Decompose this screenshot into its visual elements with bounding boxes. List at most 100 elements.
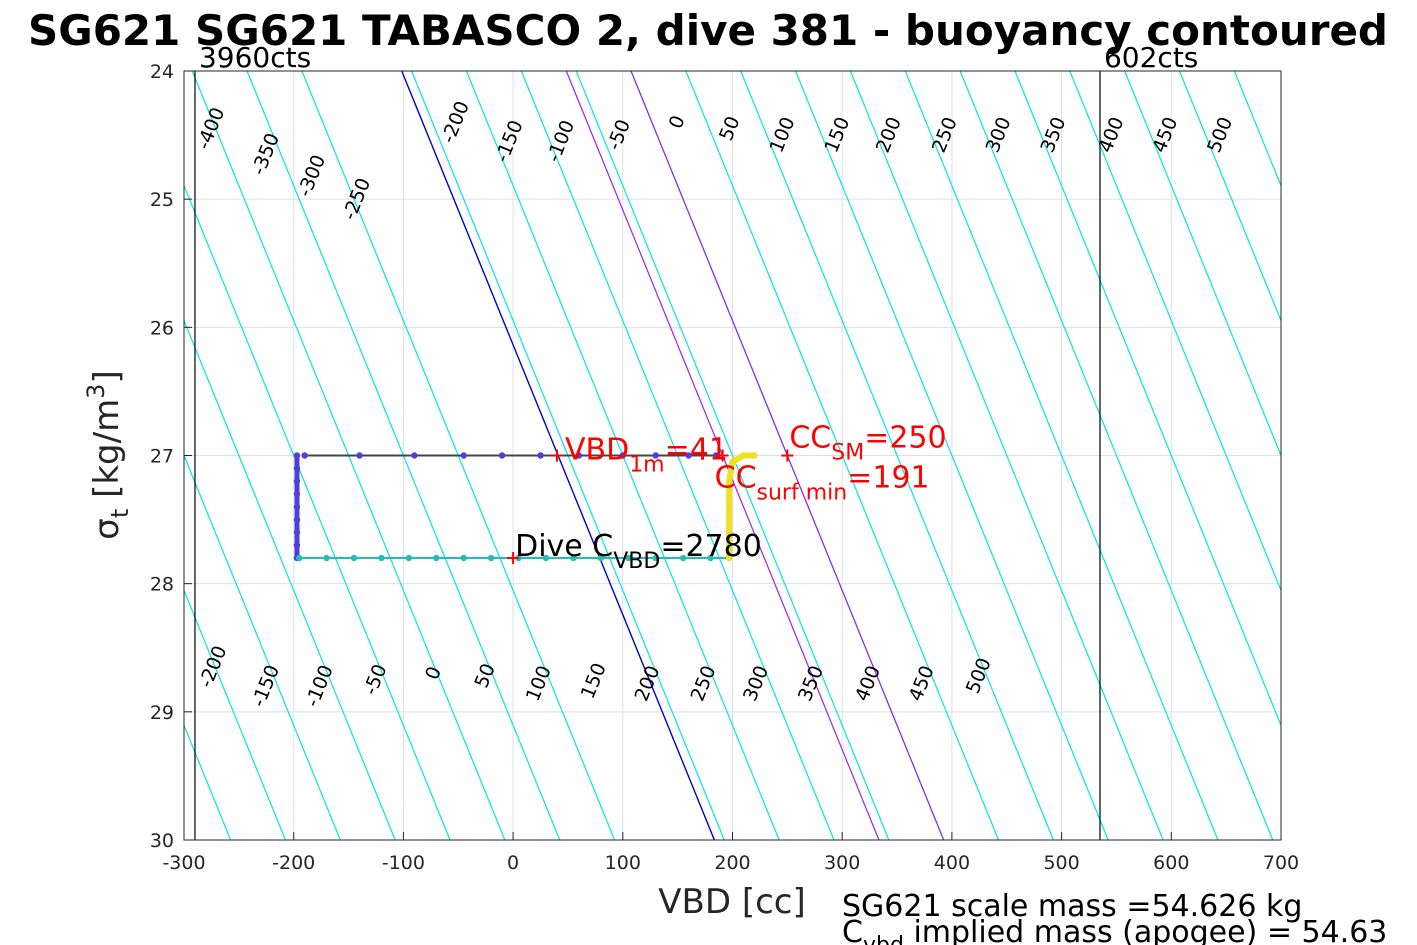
contour-line	[184, 588, 287, 840]
x-tick-label: 200	[714, 852, 750, 874]
contour-label: 450	[1148, 114, 1182, 156]
x-tick-label: 100	[605, 852, 641, 874]
marker-label-main: CC	[789, 421, 831, 456]
x-tick-label: 400	[934, 852, 970, 874]
series-point	[712, 452, 720, 459]
x-tick-label: -300	[162, 852, 205, 874]
contour-line	[795, 71, 1109, 840]
series-point	[356, 452, 363, 459]
series-point	[751, 452, 758, 459]
footer-implied-mass-c: C	[842, 915, 863, 945]
contour-label: -50	[359, 661, 391, 698]
marker-label-main: VBD	[565, 433, 629, 468]
marker-label-value: =250	[864, 421, 946, 456]
series-point	[460, 452, 467, 459]
contour-label: 200	[631, 663, 665, 705]
marker-label-value: =191	[847, 461, 929, 496]
contour-line	[1178, 71, 1281, 323]
footer-implied-mass: Cvbd implied mass (apogee) = 54.63	[842, 915, 1387, 945]
contour-label: -350	[248, 130, 285, 178]
marker-label: VBD1m=41	[565, 433, 728, 478]
contour-label: -150	[491, 117, 528, 165]
series-point	[740, 452, 747, 459]
vbd-limit-label: 3960cts	[199, 41, 311, 74]
x-tick-label: 700	[1263, 852, 1299, 874]
marker-label-value: =41	[665, 433, 728, 468]
contour-label: 350	[794, 663, 828, 705]
marker-label-sub: 1m	[629, 453, 664, 478]
marker-label: CCsurf min=191	[715, 461, 930, 506]
series-point	[293, 542, 301, 549]
contour-label: 300	[982, 114, 1016, 156]
vbd-limit-label: 602cts	[1104, 41, 1198, 74]
y-tick-label: 24	[150, 61, 174, 83]
series-point	[652, 452, 659, 459]
marker-label-main: CC	[715, 461, 757, 496]
contour-label: 200	[872, 114, 906, 156]
axes	[183, 70, 1282, 841]
contour-line	[685, 71, 1000, 840]
x-tick-label: 300	[824, 852, 860, 874]
contour-line	[849, 71, 1164, 840]
series-point	[487, 554, 495, 562]
contour-label: 50	[715, 113, 744, 144]
marker-label-sub: surf min	[757, 481, 848, 506]
y-axis-label-unit-close: ]	[87, 370, 127, 383]
contour-label: 50	[470, 660, 499, 691]
series-point	[460, 554, 467, 562]
x-tick-label: 600	[1153, 852, 1189, 874]
series-point	[726, 503, 733, 510]
series-point	[570, 554, 577, 562]
x-axis-label: VBD [cc]	[658, 882, 806, 922]
y-tick-label: 25	[150, 189, 174, 211]
series-point	[293, 529, 301, 536]
marker-label: Dive CVBD=2780	[515, 529, 762, 574]
contour-line	[1124, 71, 1281, 458]
y-axis-label: σt [kg/m3]	[82, 370, 134, 539]
series-point	[295, 554, 303, 562]
footer-implied-mass-sub: vbd	[863, 933, 904, 945]
contour-label: -50	[603, 116, 635, 153]
contour-line	[575, 71, 890, 840]
y-axis-label-unit: [kg/m	[87, 399, 127, 509]
contour-label: -200	[195, 643, 232, 691]
contour-label: 100	[765, 114, 799, 156]
series-point	[293, 477, 301, 485]
contour-label: -100	[543, 117, 580, 165]
series-point	[433, 554, 440, 562]
marker-label-value: =2780	[660, 529, 761, 564]
series-point	[498, 452, 506, 459]
series-point	[685, 452, 692, 459]
contour-label: 250	[928, 114, 962, 156]
series-point	[411, 452, 418, 459]
contour-label: -300	[294, 152, 331, 200]
contour-label: 450	[905, 663, 939, 705]
contour-line	[740, 71, 1054, 840]
series-point	[293, 503, 301, 510]
tick-labels: -300 -200 -100 0 100 200 300 400 500 600 700242526…	[150, 61, 1299, 874]
contour-label: -400	[193, 104, 230, 152]
series-point	[597, 554, 605, 562]
series-point	[293, 465, 301, 472]
y-axis-label-sub: t	[106, 509, 134, 518]
contour-line	[1014, 71, 1281, 727]
series-point	[301, 452, 308, 459]
x-tick-label: 500	[1043, 852, 1079, 874]
contour-line	[904, 71, 1219, 840]
footer-implied-mass-rest: implied mass (apogee) = 54.63	[904, 915, 1388, 945]
contour-label: 300	[739, 663, 773, 705]
chart-title: SG621 SG621 TABASCO 2, dive 381 - buoyan…	[28, 6, 1388, 55]
y-tick-label: 27	[150, 446, 174, 468]
series-point	[726, 477, 733, 485]
series-point	[542, 554, 550, 562]
contour-line	[959, 71, 1274, 840]
y-tick-label: 29	[150, 702, 174, 724]
series-point	[729, 458, 736, 466]
series-point	[726, 554, 733, 562]
marker-label-main: Dive C	[515, 529, 613, 564]
contour-line	[1069, 71, 1281, 593]
contour-label: -200	[437, 98, 474, 146]
contour-labels: -400-350 -300 -250-200 -150 -100 -50 0 50 100 150…	[193, 98, 1238, 710]
x-tick-label: 0	[507, 852, 519, 874]
contour-label: 500	[1203, 114, 1237, 156]
